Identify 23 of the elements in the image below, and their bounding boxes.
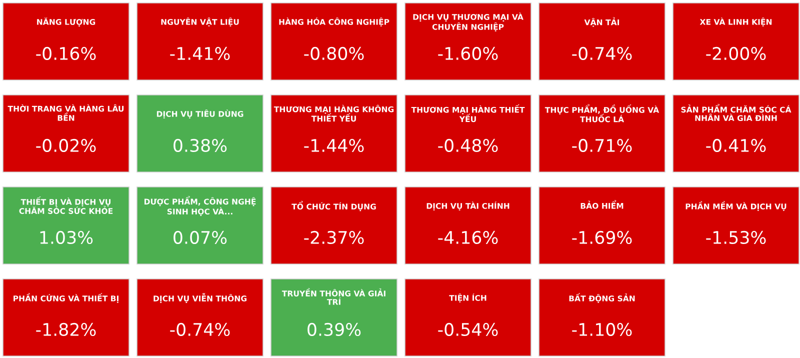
data-label: 0.07% (174, 230, 227, 244)
data-label: -0.74% (572, 46, 632, 60)
data-label: -1.53% (706, 230, 766, 244)
data-label: -1.41% (170, 46, 230, 60)
data-label: -4.16% (438, 230, 498, 244)
data-label: 1.03% (40, 230, 93, 244)
data-label: -2.37% (304, 230, 364, 244)
data-label: 0.38% (174, 138, 227, 152)
data-label: 0.39% (308, 322, 361, 336)
data-label: -1.60% (438, 46, 498, 60)
data-label: -2.00% (706, 46, 766, 60)
data-label: -1.69% (572, 230, 632, 244)
data-label: -0.71% (572, 138, 632, 152)
data-label: -1.44% (304, 138, 364, 152)
data-label: -0.74% (170, 322, 230, 336)
data-label: -0.41% (706, 138, 766, 152)
data-label: -1.10% (572, 322, 632, 336)
data-label: -0.48% (438, 138, 498, 152)
data-label: -1.82% (36, 322, 96, 336)
data-label: -0.80% (304, 46, 364, 60)
data-label: -0.54% (438, 322, 498, 336)
data-label: -0.16% (36, 46, 96, 60)
data-label: -0.02% (36, 138, 96, 152)
